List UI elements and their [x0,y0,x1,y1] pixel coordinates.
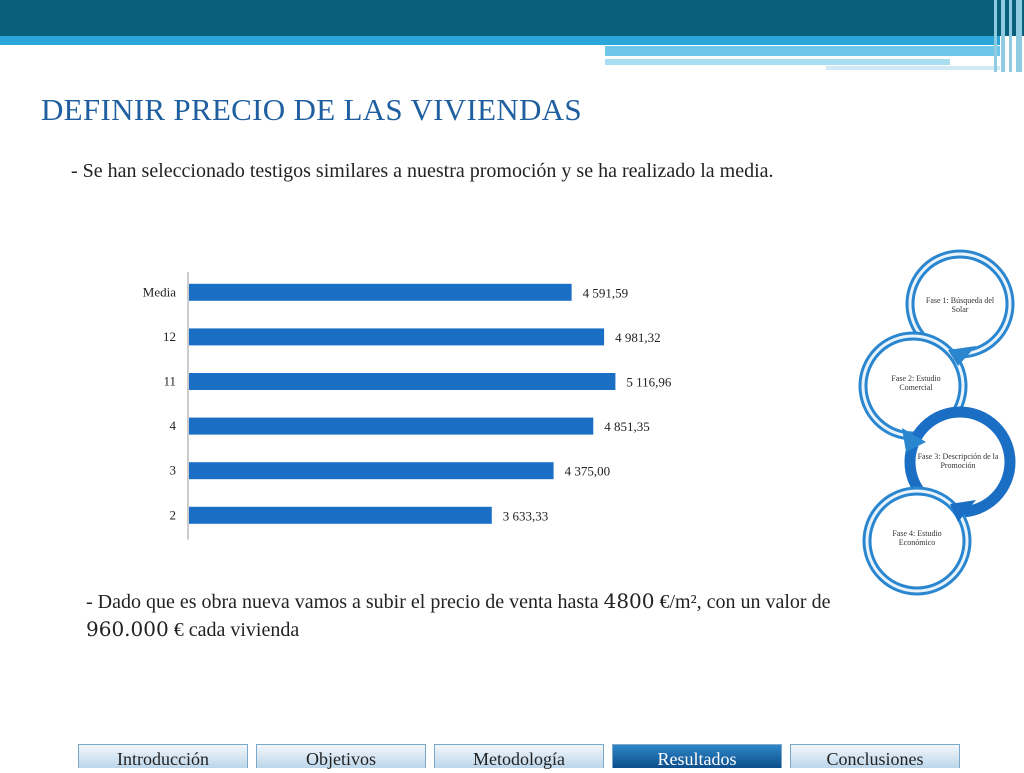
bar-chart: Media 4 591,59 12 4 981,32 11 5 116,96 4 4 851,… [143,272,672,540]
tab-objetivos[interactable]: Objetivos [256,744,426,769]
value-label: 4 851,35 [604,419,650,434]
category-label: 12 [163,329,176,344]
price-per-m2: 4800 [603,589,655,613]
cycle-arrows [858,249,1016,596]
header-vertical-line [1009,0,1012,72]
tab-resultados[interactable]: Resultados [612,744,782,769]
category-label: Media [143,284,176,299]
bar-4 [189,417,594,435]
header-stripe-thin [605,59,950,65]
value-label: 4 375,00 [565,464,611,479]
tab-metodologia[interactable]: Metodología [434,744,604,769]
total-price: 960.000 [86,617,169,641]
value-label: 5 116,96 [626,375,672,390]
header-stripe [0,36,1000,45]
conclusion-text: - Dado que es obra nueva vamos a subir e… [86,588,886,644]
intro-text: - Se han seleccionado testigos similares… [71,160,774,182]
value-label: 4 591,59 [583,285,629,300]
bar-media [189,283,572,301]
phase-cycle-diagram: Fase 1: Búsqueda del Solar Fase 2: Estud… [850,238,1020,603]
header-band [0,0,1024,36]
header-stripe-thin [826,66,1000,70]
phase-4-label: Fase 4: Estudio Económico [892,529,942,547]
conclusion-part1: - Dado que es obra nueva vamos a subir e… [86,591,604,613]
bar-2 [189,506,492,524]
phase-2-label: Fase 2: Estudio Comercial [891,374,941,392]
bar-11 [189,373,616,390]
conclusion-part2: €/m², con un valor de [654,591,831,613]
header-vertical-line [994,0,997,72]
header-stripe-thin [605,46,1000,56]
category-label: 3 [170,463,177,478]
category-label: 11 [163,374,176,389]
bar-12 [189,328,605,346]
phase-1-label: Fase 1: Búsqueda del Solar [925,296,995,314]
bar-3 [189,462,554,480]
tab-introduccion[interactable]: Introducción [78,744,248,769]
page-title: DEFINIR PRECIO DE LAS VIVIENDAS [41,92,582,127]
tab-conclusiones[interactable]: Conclusiones [790,744,960,769]
category-label: 2 [170,507,177,522]
arrow-icon [950,500,976,522]
category-label: 4 [170,418,177,433]
arrow-icon [948,346,976,366]
value-label: 3 633,33 [503,508,548,523]
value-label: 4 981,32 [615,330,661,345]
arrow-icon [902,428,926,452]
phase-3-label: Fase 3: Descripción de la Promoción [917,452,999,470]
header-vertical-line [1001,0,1005,72]
conclusion-part3: € cada vivienda [168,619,300,641]
header-vertical-line [1016,0,1022,72]
